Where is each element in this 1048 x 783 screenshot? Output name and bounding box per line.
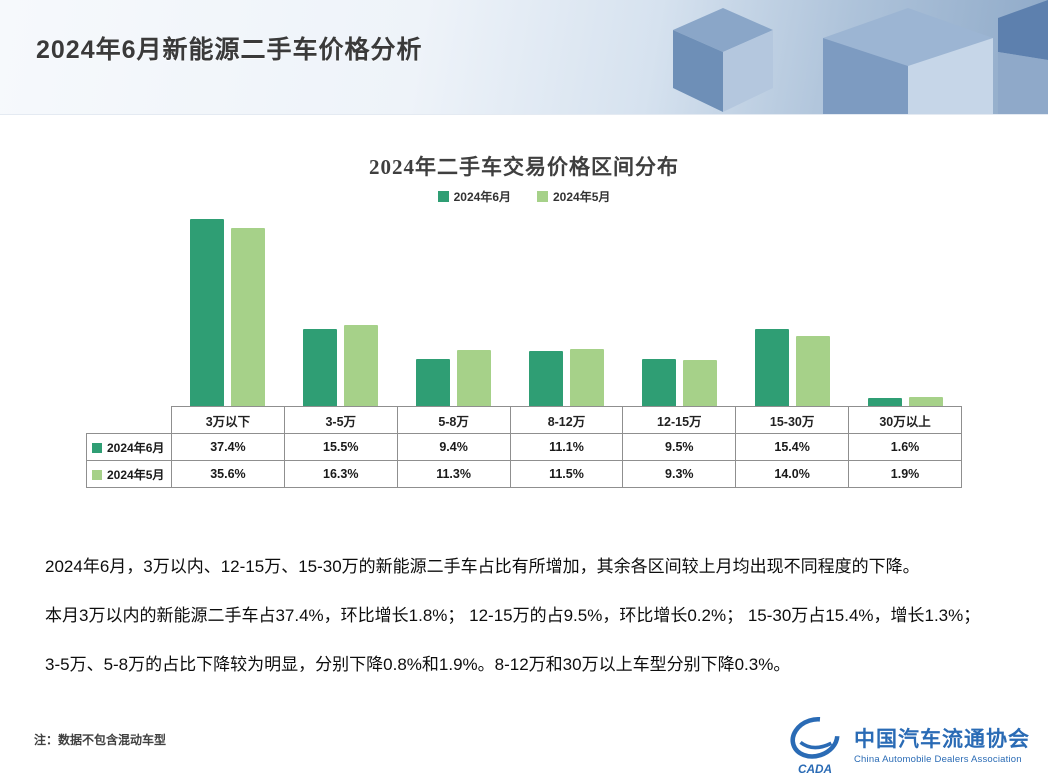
table-row-label: 2024年6月 <box>86 433 172 461</box>
header: 2024年6月新能源二手车价格分析 <box>0 0 1048 115</box>
table-cell: 1.9% <box>848 460 962 488</box>
table-cell: 11.1% <box>509 433 624 461</box>
table-cell: 11.5% <box>509 460 624 488</box>
bar-group <box>849 396 962 406</box>
table-cell: 35.6% <box>171 460 285 488</box>
legend-swatch <box>437 190 449 202</box>
table-column-header: 3-5万 <box>283 406 398 434</box>
legend-swatch <box>92 469 102 480</box>
table-cell: 9.3% <box>622 460 737 488</box>
bar <box>868 398 902 406</box>
analysis-paragraph: 本月3万以内的新能源二手车占37.4%，环比增长1.8%； 12-15万的占9.… <box>45 606 981 626</box>
header-cubes-decoration <box>673 0 1048 114</box>
analysis-paragraph: 3-5万、5-8万的占比下降较为明显，分别下降0.8%和1.9%。8-12万和3… <box>45 655 791 675</box>
legend-swatch <box>537 190 548 202</box>
table-cell: 15.4% <box>735 433 850 461</box>
bar <box>303 328 337 406</box>
bar <box>416 359 450 406</box>
chart-title: 2024年二手车交易价格区间分布 <box>369 155 679 179</box>
table-column-header: 8-12万 <box>509 406 624 434</box>
chart-legend: 2024年6月 2024年5月 <box>86 188 962 204</box>
bar <box>796 336 830 406</box>
bar <box>570 348 604 406</box>
table-cell: 11.3% <box>396 460 511 488</box>
cada-logo-icon: CADA <box>790 716 840 776</box>
table-column-header: 3万以下 <box>171 406 285 434</box>
table-cell: 14.0% <box>735 460 850 488</box>
legend-swatch <box>92 442 102 453</box>
bar-chart-plot-area <box>86 206 962 406</box>
bar <box>683 359 717 406</box>
bar <box>344 324 378 406</box>
bar-group <box>284 324 397 406</box>
cada-logo-name-cn: 中国汽车流通协会 <box>854 728 1030 752</box>
table-cell: 37.4% <box>171 433 285 461</box>
table-cell: 9.5% <box>622 433 737 461</box>
table-cell: 9.4% <box>396 433 511 461</box>
chart-data-table: 3万以下 3-5万 5-8万 8-12万 12-15万 15-30万 30万以上 2024年6… <box>86 406 962 488</box>
bar <box>755 329 789 406</box>
bar <box>909 396 943 406</box>
table-column-header: 30万以上 <box>848 406 962 434</box>
cada-logo-acronym: CADA <box>798 763 832 776</box>
cada-logo: CADA 中国汽车流通协会 China Automobile Dealers A… <box>786 714 1030 778</box>
bar <box>190 219 224 406</box>
cada-logo-name-en: China Automobile Dealers Association <box>854 753 1022 765</box>
table-column-header: 5-8万 <box>396 406 511 434</box>
cada-logo-text: 中国汽车流通协会 China Automobile Dealers Associ… <box>854 727 1030 764</box>
chart-section: 2024年二手车交易价格区间分布 2024年6月 2024年5月 3万以下 3-5万… <box>86 151 962 488</box>
bar <box>231 228 265 406</box>
legend-item: 2024年5月 <box>537 188 610 205</box>
table-cell: 16.3% <box>283 460 398 488</box>
analysis-text-block: 2024年6月，3万以内、12-15万、15-30万的新能源二手车占比有所增加，… <box>45 556 1020 703</box>
legend-label: 2024年6月 <box>453 189 511 204</box>
table-corner <box>86 406 172 434</box>
bar-group <box>736 329 849 406</box>
page-title: 2024年6月新能源二手车价格分析 <box>36 36 423 64</box>
footnote: 注：数据不包含混动车型 <box>34 733 167 747</box>
table-column-header: 15-30万 <box>735 406 850 434</box>
table-row: 2024年6月 37.4% 15.5% 9.4% 11.1% 9.5% 15.4% 1.6% <box>86 433 962 461</box>
bar <box>529 350 563 406</box>
bar <box>642 358 676 406</box>
table-row: 2024年5月 35.6% 16.3% 11.3% 11.5% 9.3% 14.0% 1.9% <box>86 460 962 488</box>
legend-label: 2024年5月 <box>553 189 611 204</box>
bar-group <box>623 358 736 406</box>
analysis-paragraph: 2024年6月，3万以内、12-15万、15-30万的新能源二手车占比有所增加，… <box>45 557 920 576</box>
bar-group <box>397 349 510 406</box>
legend-item: 2024年6月 <box>437 188 511 205</box>
table-cell: 15.5% <box>283 433 398 461</box>
table-column-header: 12-15万 <box>622 406 737 434</box>
bar-group <box>171 219 284 406</box>
bar-group <box>510 348 623 406</box>
bar <box>457 349 491 406</box>
table-cell: 1.6% <box>848 433 962 461</box>
table-row-label: 2024年5月 <box>86 460 172 488</box>
